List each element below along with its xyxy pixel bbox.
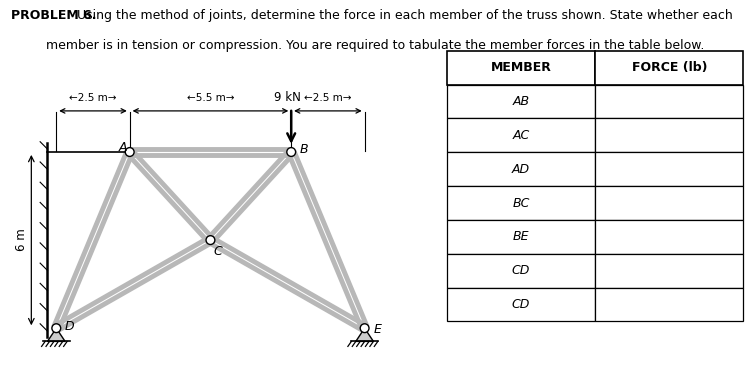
Text: A: A bbox=[119, 141, 127, 154]
Text: C: C bbox=[213, 246, 222, 258]
Text: 9 kN: 9 kN bbox=[274, 91, 301, 103]
Circle shape bbox=[287, 148, 296, 156]
Circle shape bbox=[206, 236, 215, 244]
Text: E: E bbox=[373, 323, 382, 336]
Text: D: D bbox=[65, 320, 74, 333]
Circle shape bbox=[125, 148, 134, 156]
Text: PROBLEM 6.: PROBLEM 6. bbox=[11, 9, 97, 23]
Text: member is in tension or compression. You are required to tabulate the member for: member is in tension or compression. You… bbox=[47, 39, 704, 53]
Circle shape bbox=[52, 324, 61, 333]
Text: 6 m: 6 m bbox=[14, 229, 28, 252]
Text: B: B bbox=[300, 143, 308, 156]
Text: ←2.5 m→: ←2.5 m→ bbox=[69, 92, 116, 103]
Polygon shape bbox=[47, 328, 65, 341]
Circle shape bbox=[360, 324, 369, 333]
Polygon shape bbox=[356, 328, 373, 341]
Text: Using the method of joints, determine the force in each member of the truss show: Using the method of joints, determine th… bbox=[73, 9, 732, 23]
Text: ←5.5 m→: ←5.5 m→ bbox=[187, 92, 234, 103]
Text: ←2.5 m→: ←2.5 m→ bbox=[304, 92, 351, 103]
